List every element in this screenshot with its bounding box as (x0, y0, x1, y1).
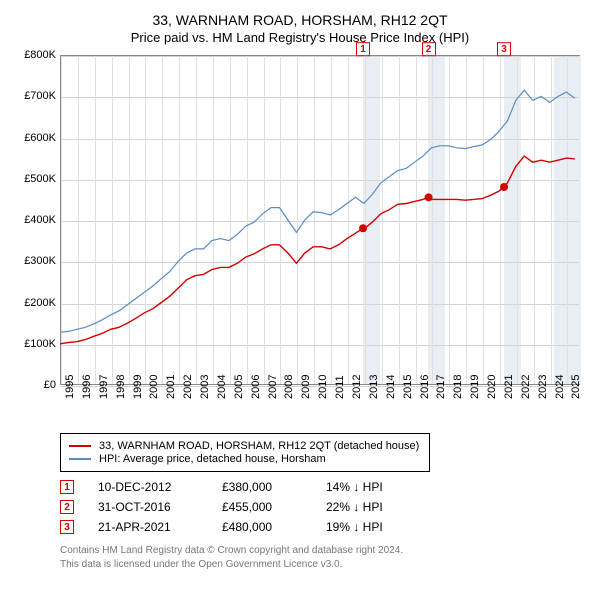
x-axis-label: 1995 (64, 375, 76, 399)
x-axis-label: 2017 (435, 375, 447, 399)
transaction-dot (359, 224, 367, 232)
x-axis-label: 2001 (165, 375, 177, 399)
x-axis-label: 1999 (132, 375, 144, 399)
transaction-diff: 22% ↓ HPI (326, 500, 426, 514)
y-axis-label: £100K (24, 338, 56, 350)
chart-area: £0£100K£200K£300K£400K£500K£600K£700K£80… (12, 55, 588, 415)
transaction-marker: 1 (356, 42, 370, 56)
x-axis-label: 2020 (486, 375, 498, 399)
x-axis-label: 2009 (300, 375, 312, 399)
x-axis-label: 2018 (452, 375, 464, 399)
legend: 33, WARNHAM ROAD, HORSHAM, RH12 2QT (det… (60, 433, 430, 472)
series-line-hpi (60, 90, 575, 332)
y-axis-label: £0 (44, 379, 56, 391)
x-axis-label: 2004 (216, 375, 228, 399)
x-axis-label: 2012 (351, 375, 363, 399)
x-axis-label: 2014 (385, 375, 397, 399)
legend-label-2: HPI: Average price, detached house, Hors… (99, 453, 326, 465)
legend-swatch-2 (69, 458, 91, 460)
footer-line-1: Contains HM Land Registry data © Crown c… (60, 544, 588, 558)
x-axis-label: 2019 (469, 375, 481, 399)
transaction-diff: 14% ↓ HPI (326, 480, 426, 494)
chart-svg (60, 55, 580, 385)
transaction-row: 2 31-OCT-2016 £455,000 22% ↓ HPI (60, 500, 588, 514)
y-axis-label: £300K (24, 255, 56, 267)
transaction-number: 3 (60, 520, 74, 534)
transaction-diff: 19% ↓ HPI (326, 520, 426, 534)
x-axis-label: 1998 (115, 375, 127, 399)
x-axis-label: 2015 (402, 375, 414, 399)
x-axis-label: 2025 (570, 375, 582, 399)
x-axis-label: 2016 (419, 375, 431, 399)
transaction-date: 10-DEC-2012 (98, 480, 198, 494)
y-axis-label: £500K (24, 173, 56, 185)
x-axis-label: 2003 (199, 375, 211, 399)
footer: Contains HM Land Registry data © Crown c… (60, 544, 588, 572)
y-axis-label: £700K (24, 90, 56, 102)
transaction-date: 21-APR-2021 (98, 520, 198, 534)
y-axis-label: £400K (24, 214, 56, 226)
y-axis-label: £200K (24, 297, 56, 309)
x-axis-label: 2024 (554, 375, 566, 399)
x-axis-label: 2000 (148, 375, 160, 399)
chart-title: 33, WARNHAM ROAD, HORSHAM, RH12 2QT (12, 12, 588, 28)
y-axis-label: £600K (24, 132, 56, 144)
x-axis-label: 2021 (503, 375, 515, 399)
x-axis-label: 2022 (520, 375, 532, 399)
legend-row-series-2: HPI: Average price, detached house, Hors… (69, 453, 421, 465)
transactions-table: 1 10-DEC-2012 £380,000 14% ↓ HPI 2 31-OCT-201… (60, 480, 588, 534)
transaction-number: 2 (60, 500, 74, 514)
transaction-price: £380,000 (222, 480, 302, 494)
legend-swatch-1 (69, 445, 91, 447)
transaction-number: 1 (60, 480, 74, 494)
transaction-marker: 3 (497, 42, 511, 56)
x-axis-label: 2007 (267, 375, 279, 399)
transaction-price: £480,000 (222, 520, 302, 534)
x-axis-label: 2006 (250, 375, 262, 399)
x-axis-label: 2010 (317, 375, 329, 399)
transaction-dot (500, 183, 508, 191)
x-axis-label: 2002 (182, 375, 194, 399)
transaction-row: 1 10-DEC-2012 £380,000 14% ↓ HPI (60, 480, 588, 494)
x-axis-label: 2023 (537, 375, 549, 399)
transaction-date: 31-OCT-2016 (98, 500, 198, 514)
transaction-marker: 2 (422, 42, 436, 56)
x-axis-label: 1997 (98, 375, 110, 399)
legend-row-series-1: 33, WARNHAM ROAD, HORSHAM, RH12 2QT (det… (69, 440, 421, 452)
transaction-dot (425, 193, 433, 201)
x-axis-label: 2008 (283, 375, 295, 399)
x-axis-label: 1996 (81, 375, 93, 399)
x-axis-label: 2005 (233, 375, 245, 399)
series-line-price_paid (60, 156, 575, 344)
legend-label-1: 33, WARNHAM ROAD, HORSHAM, RH12 2QT (det… (99, 440, 419, 452)
y-axis-label: £800K (24, 49, 56, 61)
transaction-row: 3 21-APR-2021 £480,000 19% ↓ HPI (60, 520, 588, 534)
x-axis-label: 2011 (334, 375, 346, 399)
transaction-price: £455,000 (222, 500, 302, 514)
x-axis-label: 2013 (368, 375, 380, 399)
footer-line-2: This data is licensed under the Open Gov… (60, 558, 588, 572)
